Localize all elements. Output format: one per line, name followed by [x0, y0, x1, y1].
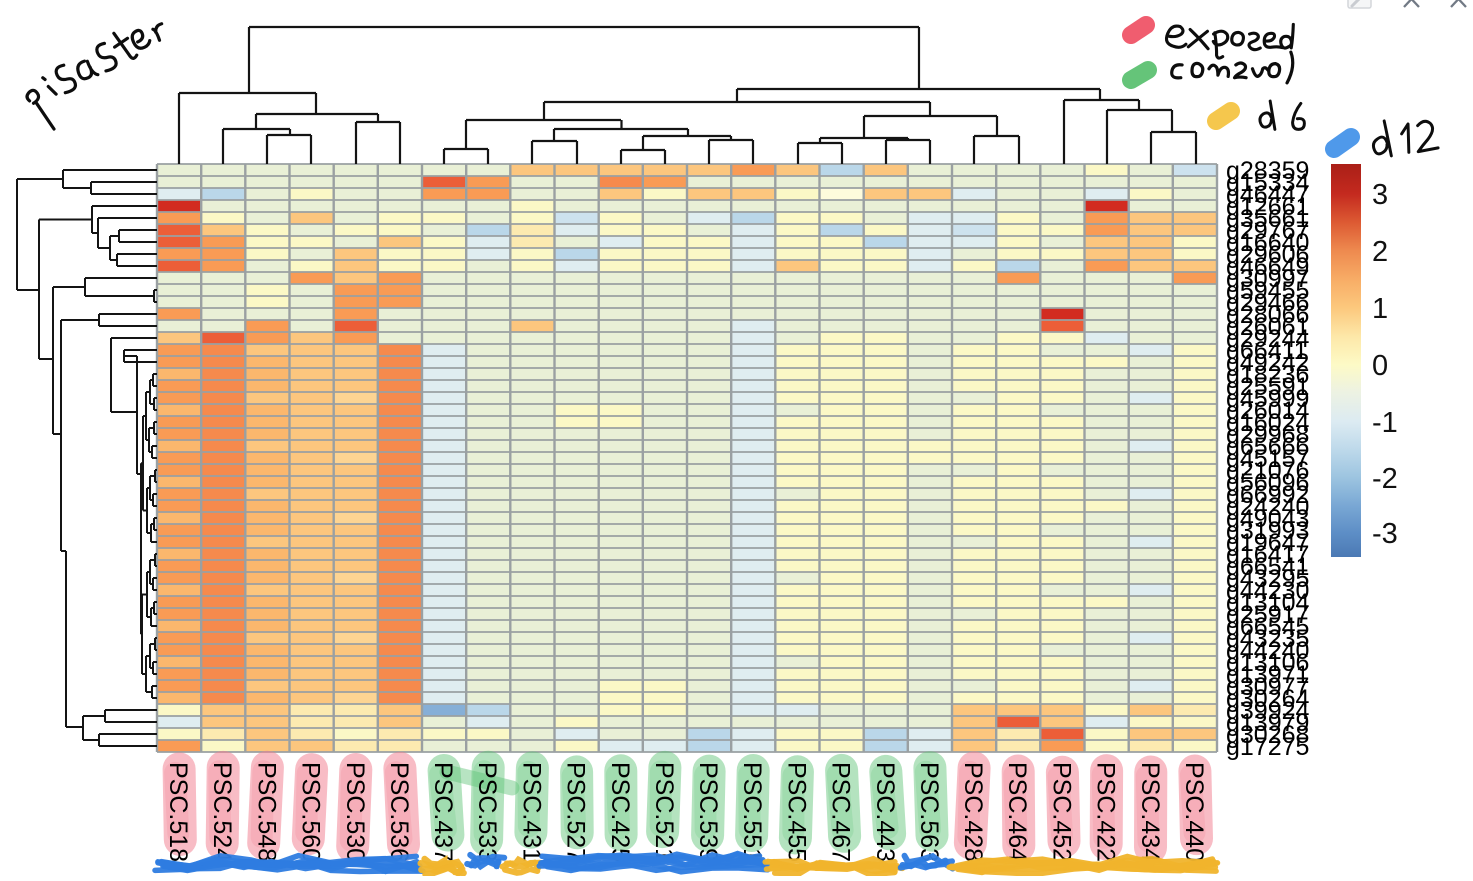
svg-text:g17275: g17275: [1226, 733, 1309, 761]
svg-text:g46447: g46447: [1226, 181, 1309, 209]
svg-text:g45157: g45157: [1226, 445, 1309, 473]
svg-text:g30268: g30268: [1226, 721, 1309, 749]
svg-text:g59455: g59455: [1226, 277, 1309, 305]
svg-text:PSC.524: PSC.524: [208, 762, 236, 862]
svg-text:g66545: g66545: [1226, 613, 1309, 641]
svg-text:g28066: g28066: [1226, 301, 1309, 329]
svg-text:g12661: g12661: [1226, 193, 1309, 221]
svg-text:1: 1: [1372, 293, 1388, 325]
svg-text:g29606: g29606: [1226, 241, 1309, 269]
svg-text:PSC.563: PSC.563: [915, 762, 943, 862]
svg-text:g43295: g43295: [1226, 565, 1309, 593]
svg-text:PSC.428: PSC.428: [959, 762, 987, 862]
svg-text:g30977: g30977: [1226, 673, 1309, 701]
svg-text:g31993: g31993: [1226, 517, 1309, 545]
svg-text:g46649: g46649: [1226, 253, 1309, 281]
svg-text:g25917: g25917: [1226, 601, 1309, 629]
svg-text:PSC.467: PSC.467: [827, 762, 855, 862]
svg-text:PSC.530: PSC.530: [341, 762, 369, 862]
svg-text:PSC.551: PSC.551: [738, 762, 766, 862]
svg-text:g15334: g15334: [1226, 169, 1310, 197]
svg-text:g66992: g66992: [1226, 481, 1309, 509]
svg-text:PSC.452: PSC.452: [1047, 762, 1075, 862]
svg-text:g18236: g18236: [1226, 361, 1309, 389]
svg-text:PSC.527: PSC.527: [562, 762, 590, 862]
svg-text:g66411: g66411: [1226, 337, 1308, 365]
svg-text:g29466: g29466: [1226, 289, 1309, 317]
svg-text:g26061: g26061: [1226, 313, 1309, 341]
svg-text:g43235: g43235: [1226, 625, 1309, 653]
svg-text:PSC.422: PSC.422: [1092, 762, 1120, 862]
svg-text:PSC.440: PSC.440: [1180, 762, 1208, 862]
svg-text:PSC.536: PSC.536: [385, 762, 413, 862]
svg-text:g13104: g13104: [1226, 589, 1310, 617]
svg-text:PSC.431: PSC.431: [517, 762, 545, 862]
svg-text:g21076: g21076: [1226, 457, 1309, 485]
svg-text:PSC.560: PSC.560: [297, 762, 325, 862]
svg-text:PSC.455: PSC.455: [782, 762, 810, 862]
svg-text:g29968: g29968: [1226, 421, 1309, 449]
svg-text:g49242: g49242: [1226, 349, 1309, 377]
svg-text:PSC.437: PSC.437: [429, 762, 457, 862]
svg-text:PSC.443: PSC.443: [871, 762, 899, 862]
svg-text:PSC.533: PSC.533: [473, 762, 501, 862]
svg-text:g65666: g65666: [1226, 433, 1309, 461]
svg-text:g44240: g44240: [1226, 637, 1309, 665]
svg-text:0: 0: [1372, 350, 1388, 382]
svg-text:PSC.548: PSC.548: [252, 762, 280, 862]
svg-text:g56096: g56096: [1226, 469, 1309, 497]
svg-text:g25591: g25591: [1226, 373, 1309, 401]
svg-text:-2: -2: [1372, 463, 1398, 495]
svg-text:PSC.521: PSC.521: [650, 762, 678, 862]
svg-text:g13979: g13979: [1226, 709, 1309, 737]
svg-text:g13106: g13106: [1226, 649, 1309, 677]
svg-text:g29767: g29767: [1226, 217, 1309, 245]
svg-text:2: 2: [1372, 236, 1388, 268]
svg-text:PSC.539: PSC.539: [694, 762, 722, 862]
svg-text:3: 3: [1372, 179, 1388, 211]
svg-text:g30997: g30997: [1226, 265, 1309, 293]
svg-text:PSC.518: PSC.518: [164, 762, 192, 862]
svg-text:-1: -1: [1372, 407, 1398, 439]
svg-text:g29244: g29244: [1226, 325, 1310, 353]
svg-text:g44230: g44230: [1226, 577, 1309, 605]
svg-text:g45999: g45999: [1226, 385, 1309, 413]
svg-text:g19647: g19647: [1226, 529, 1309, 557]
svg-text:g16640: g16640: [1226, 229, 1309, 257]
svg-text:g28359: g28359: [1226, 157, 1309, 185]
svg-text:g24240: g24240: [1226, 493, 1309, 521]
svg-text:g35661: g35661: [1226, 205, 1309, 233]
svg-text:g13971: g13971: [1226, 661, 1309, 689]
svg-text:g66541: g66541: [1226, 553, 1309, 581]
svg-text:PSC.434: PSC.434: [1136, 762, 1164, 862]
svg-text:g30264: g30264: [1226, 685, 1310, 713]
svg-text:g49043: g49043: [1226, 505, 1309, 533]
svg-text:g26014: g26014: [1226, 397, 1310, 425]
svg-text:PSC.425: PSC.425: [606, 762, 634, 862]
svg-text:PSC.464: PSC.464: [1003, 762, 1031, 862]
svg-text:-3: -3: [1372, 518, 1398, 550]
svg-text:g16024: g16024: [1226, 409, 1310, 437]
svg-text:g39924: g39924: [1226, 697, 1310, 725]
svg-text:g16417: g16417: [1226, 541, 1309, 569]
